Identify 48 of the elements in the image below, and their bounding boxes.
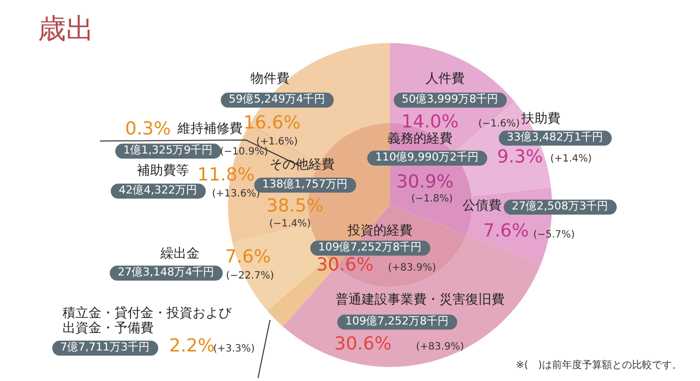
data-label: 14.0% [401, 112, 459, 133]
text: 109億7,252万8千円 [310, 240, 430, 256]
text: (−1.4%) [269, 218, 311, 230]
slice-label: 積立金・貸付金・投資および出資金・予備費 [62, 306, 233, 337]
text: (−10.9%) [220, 146, 268, 158]
data-label: 7.6% [483, 220, 529, 242]
slice-label: 義務的経費 [388, 132, 452, 148]
text: (−22.7%) [226, 270, 274, 282]
text: (+1.4%) [550, 153, 592, 165]
text: (−1.6%) [478, 118, 520, 130]
slice-label: 繰出金 [160, 246, 200, 262]
slice-label: 維持補修費 [178, 122, 242, 138]
data-label: 0.3% [125, 118, 171, 140]
text: 110億9,990万2千円 [367, 150, 487, 166]
text: 27億3,148万4千円 [110, 266, 222, 280]
text: 27億2,508万3千円 [504, 200, 616, 214]
text: (+1.6%) [256, 136, 298, 148]
text: (+3.3%) [213, 343, 255, 355]
data-label: 38.5% [266, 196, 324, 218]
data-label: 30.6% [316, 254, 374, 276]
text: (+13.6%) [212, 188, 260, 200]
text: 50億3,999万8千円 [394, 92, 506, 108]
text: 1億1,325万9千円 [115, 144, 221, 158]
slice-label: 投資的経費 [348, 224, 412, 240]
text: 109億7,252万8千円 [337, 314, 457, 330]
slice-label: その他経費 [270, 158, 334, 174]
text: 138億1,757万円 [262, 178, 348, 191]
slice-label: 普通建設事業費・災害復旧費 [336, 292, 504, 308]
slice-label: 物件費 [250, 72, 290, 88]
data-label: 11.8% [197, 164, 255, 186]
text: (+83.9%) [388, 262, 436, 274]
text: (−5.7%) [533, 229, 575, 241]
text: 7億7,711万3千円 [52, 340, 158, 356]
slice-label: 補助費等 [137, 164, 189, 180]
data-label: 2.2% [169, 336, 215, 358]
text: (+83.9%) [416, 341, 464, 353]
text: 42億4,322万円 [110, 184, 206, 198]
text: 59億5,249万4千円 [220, 92, 334, 108]
chart-title: 歳出 [38, 11, 94, 47]
slice-label: 公債費 [462, 198, 502, 214]
data-label: 30.9% [396, 172, 454, 194]
data-label: 9.3% [497, 146, 543, 168]
text: ※( )は前年度予算額との比較です。 [516, 358, 682, 372]
text: 33億3,482万1千円 [498, 130, 612, 146]
slice-label: 扶助費 [522, 112, 560, 128]
text: (−1.8%) [411, 193, 453, 205]
data-label: 30.6% [334, 334, 392, 356]
slice-label: 人件費 [426, 72, 464, 88]
